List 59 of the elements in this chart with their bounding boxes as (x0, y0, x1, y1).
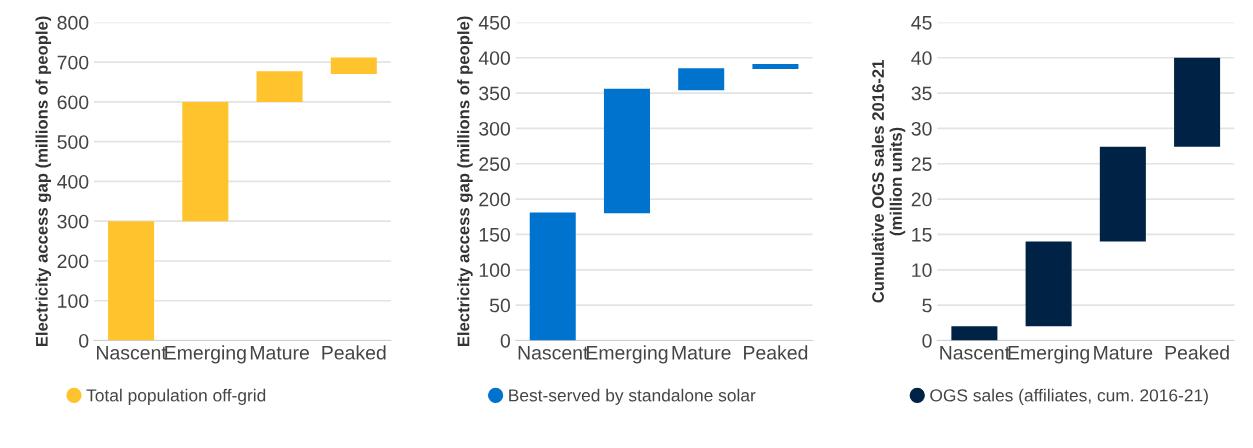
y-tick-label: 0 (922, 333, 932, 348)
x-tick-label: Mature (1094, 346, 1153, 360)
y-tick-label: 800 (57, 15, 89, 30)
y-tick-label: 450 (478, 15, 510, 30)
x-tick-label: Nascent (97, 346, 167, 360)
y-tick-label: 400 (478, 51, 510, 65)
bar (603, 88, 650, 214)
y-tick-label: 20 (911, 192, 932, 207)
y-tick-label: 300 (479, 121, 510, 136)
y-tick-label: 25 (911, 157, 932, 172)
y-tick-label: 200 (479, 192, 510, 207)
y-tick-label: 0 (79, 333, 89, 348)
y-axis-title: Electricity access gap (millions of people) (35, 16, 52, 347)
y-tick-label: 200 (57, 254, 89, 269)
y-tick-label: 50 (489, 298, 510, 313)
bar (529, 212, 576, 341)
x-tick-label: Emerging (165, 345, 246, 364)
y-tick-label: 5 (922, 298, 932, 313)
y-tick-label: 45 (911, 16, 932, 30)
legend-label: Total population off-grid (86, 388, 266, 405)
bar (182, 101, 229, 222)
bar (752, 64, 799, 70)
y-tick-label: 100 (479, 263, 510, 278)
bar (1099, 146, 1146, 242)
y-axis-title: Cumulative OGS sales 2016-21 (million units) (871, 60, 906, 303)
bar (951, 326, 998, 341)
bar (108, 221, 155, 341)
x-tick-label: Nascent (940, 346, 1010, 360)
y-tick-label: 15 (912, 228, 932, 242)
x-tick-label: Nascent (518, 346, 589, 360)
y-tick-label: 10 (912, 263, 932, 278)
y-tick-label: 400 (57, 174, 89, 189)
legend-label: OGS sales (affiliates, cum. 2016-21) (930, 388, 1208, 405)
y-tick-label: 30 (911, 121, 932, 136)
legend-label: Best-served by standalone solar (509, 388, 756, 405)
y-tick-label: 500 (57, 135, 89, 149)
y-tick-label: 35 (911, 86, 932, 101)
bar (1174, 57, 1221, 147)
bar (256, 71, 303, 102)
x-tick-label: Mature (250, 346, 309, 360)
x-tick-label: Mature (672, 346, 731, 360)
y-tick-label: 250 (479, 157, 510, 172)
y-tick-label: 0 (500, 333, 510, 348)
y-tick-label: 700 (57, 55, 89, 70)
bar (330, 57, 377, 75)
y-tick-label: 600 (57, 95, 89, 110)
y-tick-label: 150 (479, 227, 510, 242)
x-tick-label: Emerging (1008, 345, 1089, 364)
x-tick-label: Peaked (744, 345, 808, 360)
bar (678, 68, 725, 91)
y-axis-title: Electricity access gap (millions of people) (457, 16, 473, 347)
x-tick-label: Peaked (1165, 345, 1229, 360)
y-tick-label: 350 (479, 86, 510, 101)
x-tick-label: Emerging (586, 345, 668, 364)
x-tick-label: Peaked (322, 345, 386, 360)
y-tick-label: 40 (911, 51, 932, 65)
y-tick-label: 100 (58, 294, 89, 308)
y-tick-label: 300 (57, 214, 89, 229)
bar (1025, 241, 1072, 327)
